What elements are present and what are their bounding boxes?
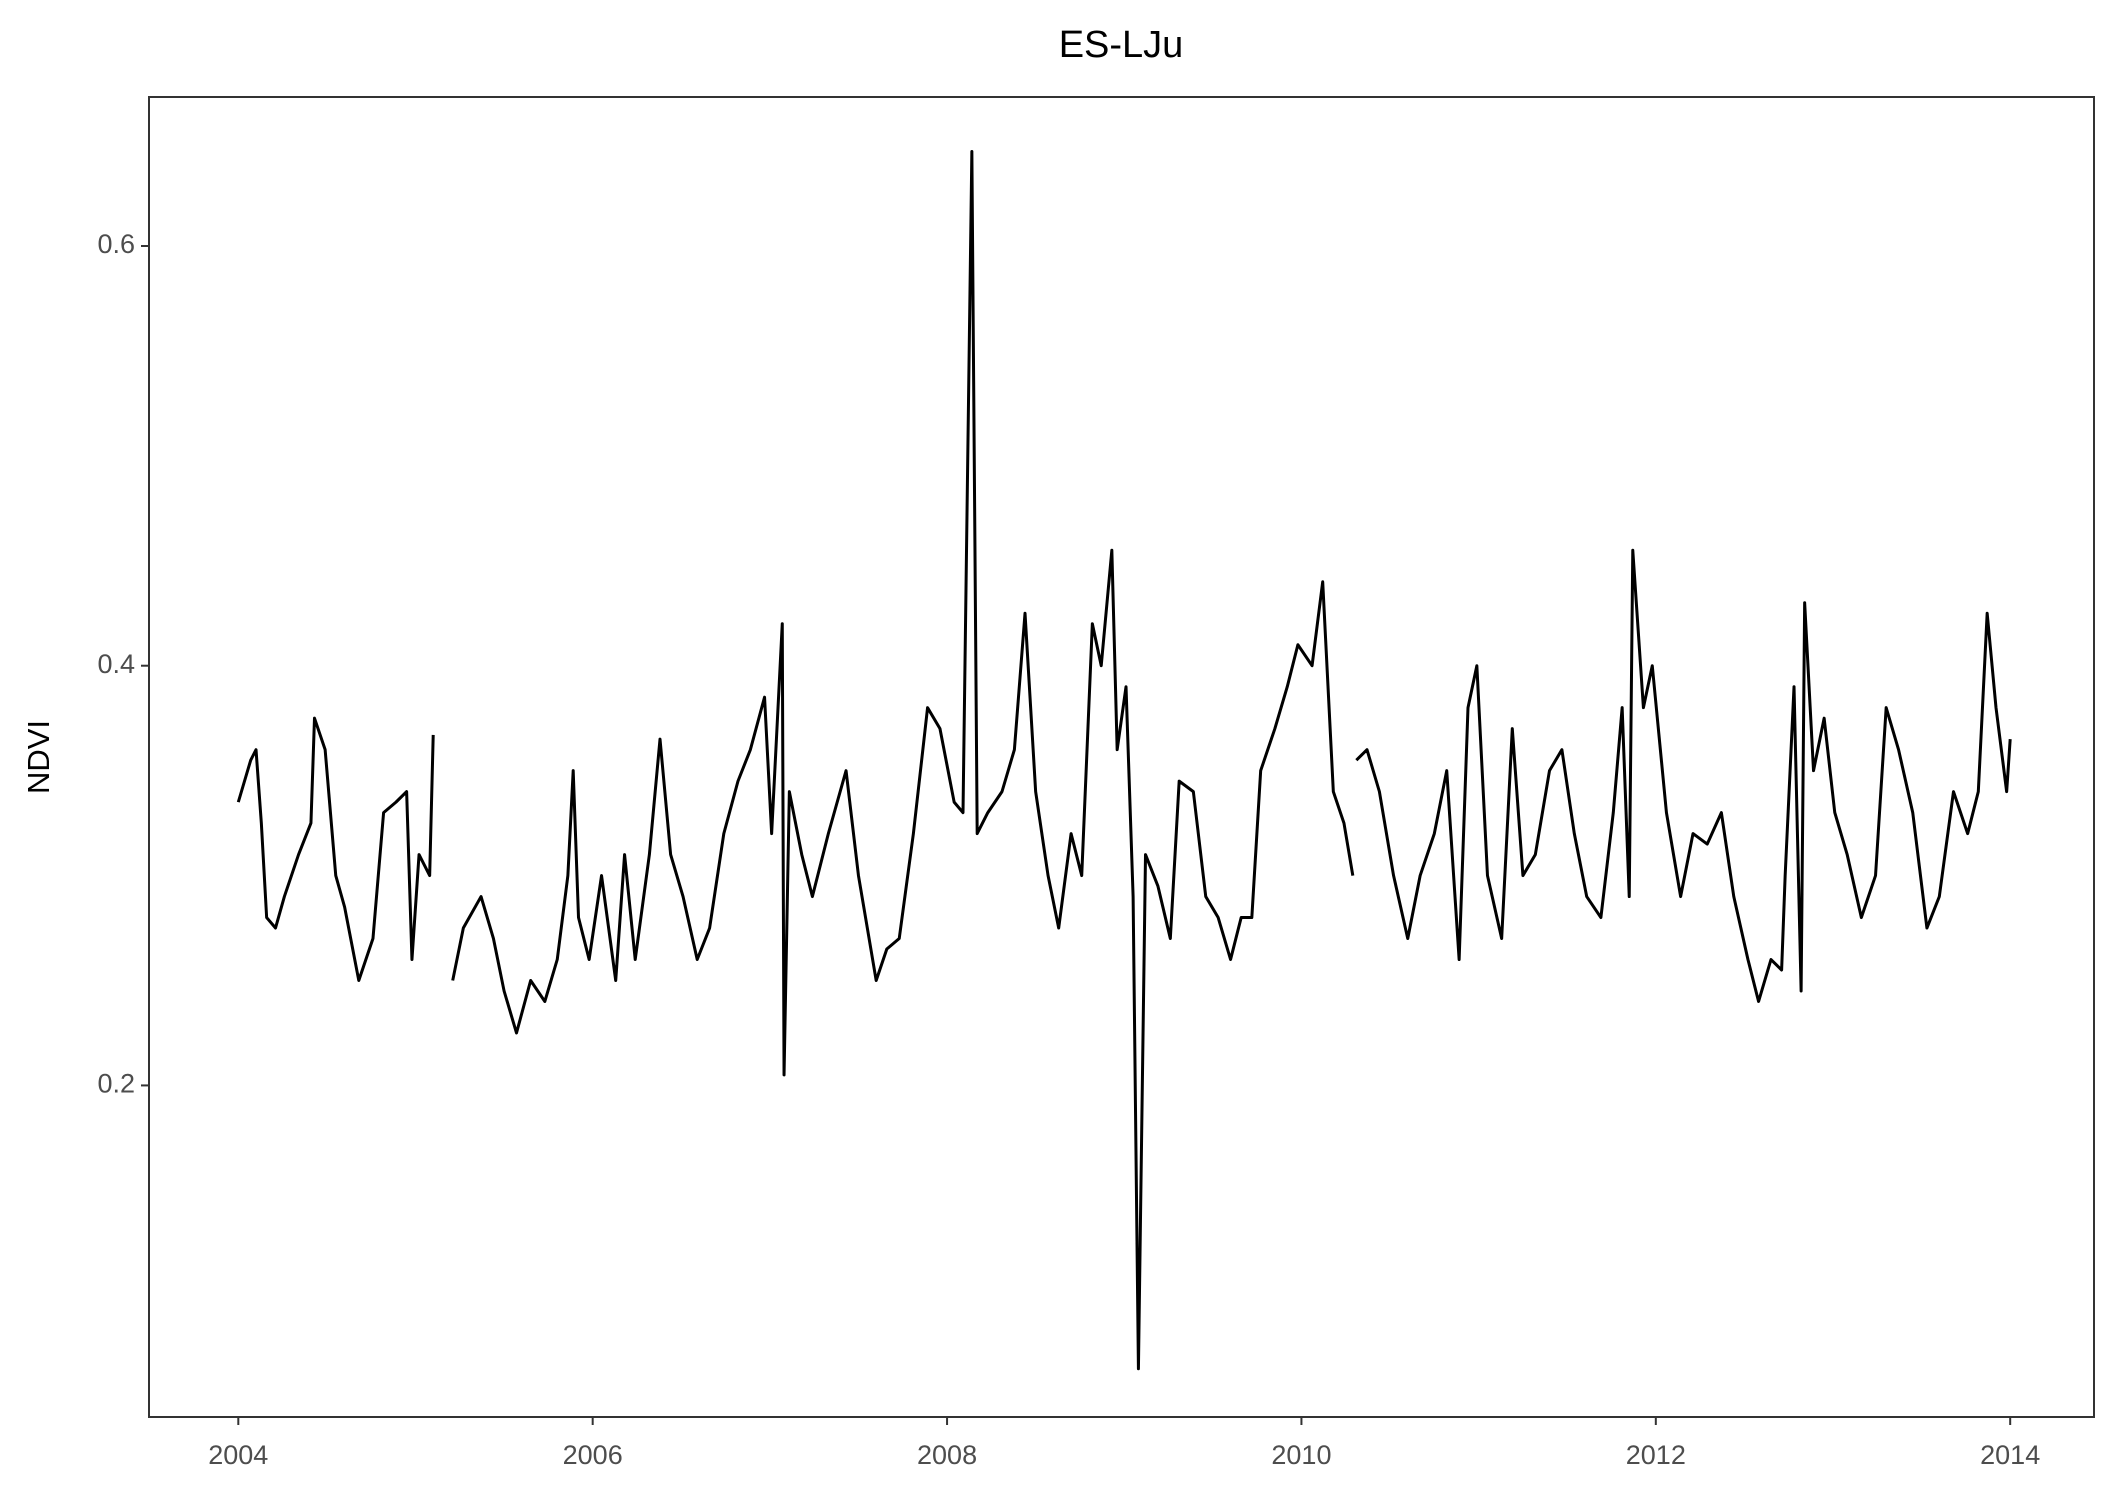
x-tick-label: 2014 [1980, 1440, 2040, 1470]
y-axis-title: NDVI [21, 720, 56, 794]
y-tick-label: 0.6 [97, 229, 135, 259]
x-tick-label: 2008 [917, 1440, 977, 1470]
chart-title: ES-LJu [1059, 24, 1184, 66]
data-line [236, 150, 2012, 1371]
plot-frame [148, 96, 2095, 1418]
x-tick-label: 2010 [1271, 1440, 1331, 1470]
y-tick-label: 0.2 [97, 1069, 135, 1099]
x-tick-label: 2004 [208, 1440, 268, 1470]
y-tick-label: 0.4 [97, 649, 135, 679]
x-tick-label: 2006 [563, 1440, 623, 1470]
x-tick-label: 2012 [1626, 1440, 1686, 1470]
